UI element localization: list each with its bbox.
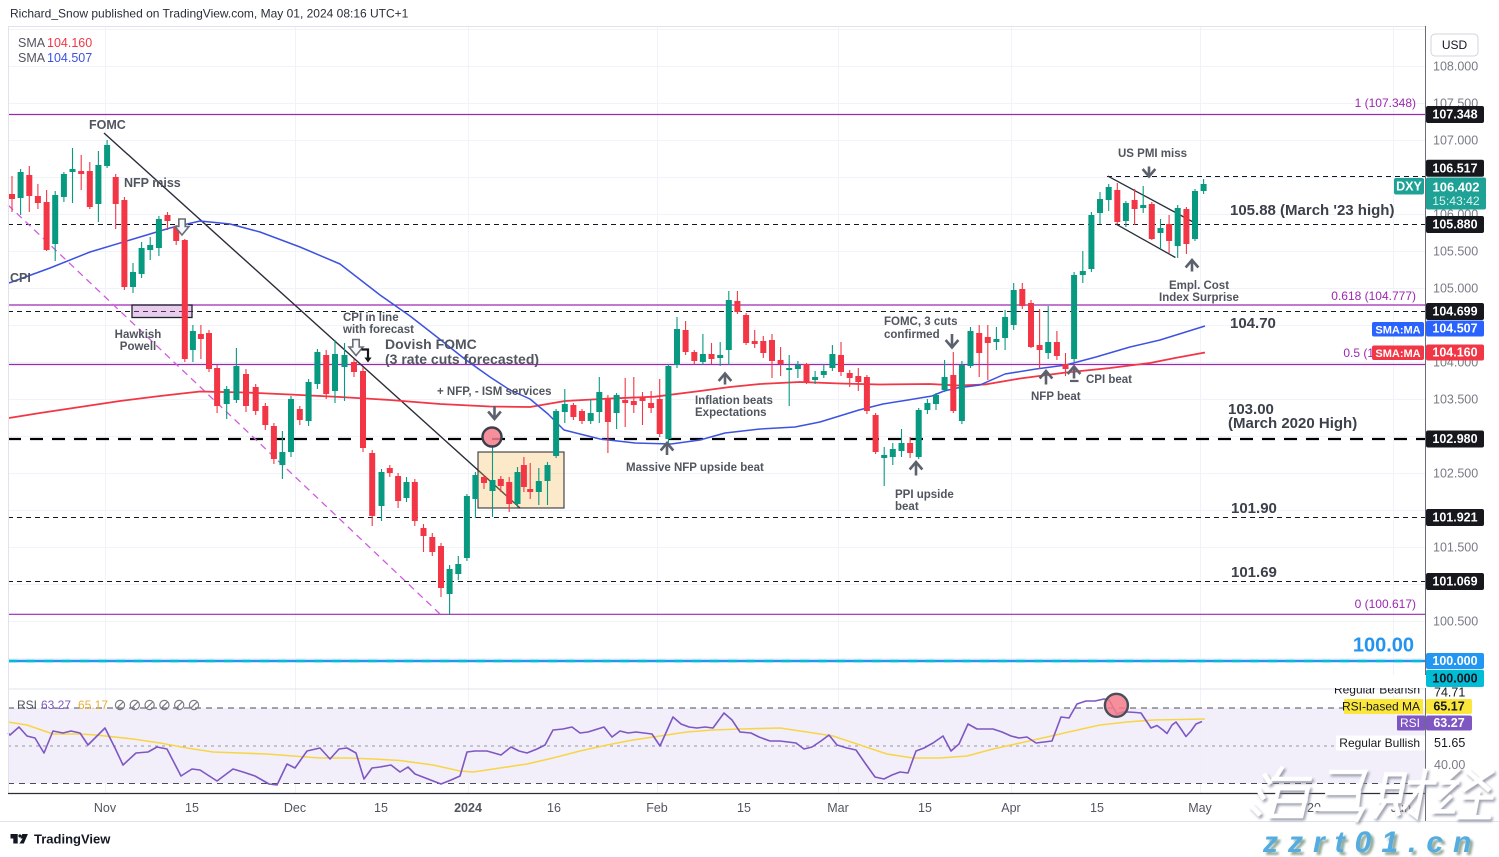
svg-text:102.500: 102.500: [1433, 467, 1478, 481]
svg-text:CPI: CPI: [10, 271, 31, 285]
svg-text:63.27: 63.27: [1433, 716, 1464, 730]
svg-text:FOMC: FOMC: [89, 118, 126, 132]
svg-text:63.27: 63.27: [41, 698, 71, 712]
svg-text:0 (100.617): 0 (100.617): [1355, 597, 1416, 611]
svg-text:104.160: 104.160: [1432, 346, 1477, 360]
svg-text:102.980: 102.980: [1432, 432, 1477, 446]
svg-text:0.5 (1: 0.5 (1: [1343, 346, 1374, 360]
svg-text:74.71: 74.71: [1434, 686, 1465, 700]
svg-text:Mar: Mar: [827, 801, 849, 815]
svg-text:US PMI miss: US PMI miss: [1118, 148, 1187, 160]
svg-text:SMA: SMA: [18, 51, 46, 65]
svg-text:101.90: 101.90: [1231, 500, 1277, 517]
svg-text:Hawkish: Hawkish: [115, 329, 162, 341]
svg-text:15:43:42: 15:43:42: [1432, 194, 1480, 208]
svg-text:NFP beat: NFP beat: [1031, 391, 1081, 403]
svg-text:USD: USD: [1442, 38, 1468, 52]
svg-text:+ NFP, - ISM services: + NFP, - ISM services: [437, 386, 552, 398]
svg-text:100.000: 100.000: [1432, 654, 1477, 668]
svg-text:103.00: 103.00: [1228, 401, 1274, 418]
svg-text:105.88 (March '23 high): 105.88 (March '23 high): [1230, 202, 1394, 219]
svg-text:15: 15: [185, 801, 199, 815]
svg-text:Dec: Dec: [284, 801, 306, 815]
svg-text:(March 2020 High): (March 2020 High): [1228, 415, 1357, 432]
svg-text:RSI: RSI: [17, 698, 37, 712]
svg-text:108.000: 108.000: [1433, 60, 1478, 74]
svg-text:100.00: 100.00: [1353, 635, 1414, 657]
svg-text:Nov: Nov: [94, 801, 117, 815]
svg-text:CPI in line: CPI in line: [343, 312, 399, 324]
svg-text:15: 15: [374, 801, 388, 815]
svg-text:1 (107.348): 1 (107.348): [1355, 96, 1416, 110]
svg-text:Empl. Cost: Empl. Cost: [1169, 280, 1229, 292]
svg-text:Inflation beats: Inflation beats: [695, 395, 773, 407]
svg-text:101.69: 101.69: [1231, 564, 1277, 581]
svg-text:Feb: Feb: [646, 801, 668, 815]
svg-text:RSI-based MA: RSI-based MA: [1342, 700, 1420, 714]
svg-text:106.402: 106.402: [1433, 180, 1480, 195]
svg-text:NFP miss: NFP miss: [124, 176, 181, 190]
svg-text:104.507: 104.507: [1432, 322, 1477, 336]
svg-text:107.348: 107.348: [1432, 108, 1477, 122]
svg-text:65.17: 65.17: [1433, 700, 1464, 714]
svg-text:Regular Bullish: Regular Bullish: [1339, 736, 1420, 750]
svg-text:(3 rate cuts forecasted): (3 rate cuts forecasted): [385, 351, 539, 367]
svg-text:SMA:MA: SMA:MA: [1375, 325, 1420, 337]
svg-text:104.160: 104.160: [47, 36, 92, 50]
svg-text:Massive NFP upside beat: Massive NFP upside beat: [626, 462, 764, 474]
svg-text:103.500: 103.500: [1433, 393, 1478, 407]
svg-text:PPI upside: PPI upside: [895, 489, 954, 501]
svg-text:May: May: [1188, 801, 1212, 815]
svg-text:104.699: 104.699: [1432, 305, 1477, 319]
svg-text:DXY: DXY: [1396, 180, 1422, 194]
svg-text:20: 20: [1307, 801, 1321, 815]
svg-text:105.000: 105.000: [1433, 282, 1478, 296]
svg-text:CPI beat: CPI beat: [1086, 374, 1132, 386]
svg-text:15: 15: [1090, 801, 1104, 815]
svg-text:101.500: 101.500: [1433, 541, 1478, 555]
svg-text:101.069: 101.069: [1432, 575, 1477, 589]
svg-text:105.500: 105.500: [1433, 245, 1478, 259]
svg-text:65.17: 65.17: [78, 698, 108, 712]
svg-text:105.880: 105.880: [1432, 218, 1477, 232]
svg-text:Richard_Snow published on Trad: Richard_Snow published on TradingView.co…: [10, 7, 409, 21]
svg-text:101.921: 101.921: [1432, 511, 1477, 525]
svg-text:RSI: RSI: [1400, 716, 1420, 730]
svg-text:107.000: 107.000: [1433, 134, 1478, 148]
svg-text:106.517: 106.517: [1432, 162, 1477, 176]
svg-text:with forecast: with forecast: [342, 324, 414, 336]
svg-text:0.618 (104.777): 0.618 (104.777): [1331, 289, 1416, 303]
svg-text:2024: 2024: [454, 801, 482, 815]
svg-text:Powell: Powell: [120, 341, 156, 353]
svg-text:beat: beat: [895, 501, 919, 513]
svg-text:confirmed: confirmed: [884, 329, 940, 341]
svg-text:104.70: 104.70: [1230, 315, 1276, 332]
svg-text:Index Surprise: Index Surprise: [1159, 292, 1239, 304]
svg-text:51.65: 51.65: [1434, 736, 1465, 750]
svg-text:100.500: 100.500: [1433, 615, 1478, 629]
svg-text:15: 15: [918, 801, 932, 815]
svg-text:16: 16: [547, 801, 561, 815]
svg-text:SMA: SMA: [18, 36, 46, 50]
svg-text:15: 15: [737, 801, 751, 815]
svg-text:Dovish FOMC: Dovish FOMC: [385, 336, 477, 352]
svg-text:SMA:MA: SMA:MA: [1375, 348, 1420, 360]
svg-text:100.000: 100.000: [1432, 672, 1477, 686]
svg-text:TradingView: TradingView: [34, 832, 111, 847]
svg-text:104.507: 104.507: [47, 51, 92, 65]
svg-text:Expectations: Expectations: [695, 407, 767, 419]
svg-text:FOMC, 3 cuts: FOMC, 3 cuts: [884, 316, 957, 328]
svg-text:Apr: Apr: [1001, 801, 1020, 815]
